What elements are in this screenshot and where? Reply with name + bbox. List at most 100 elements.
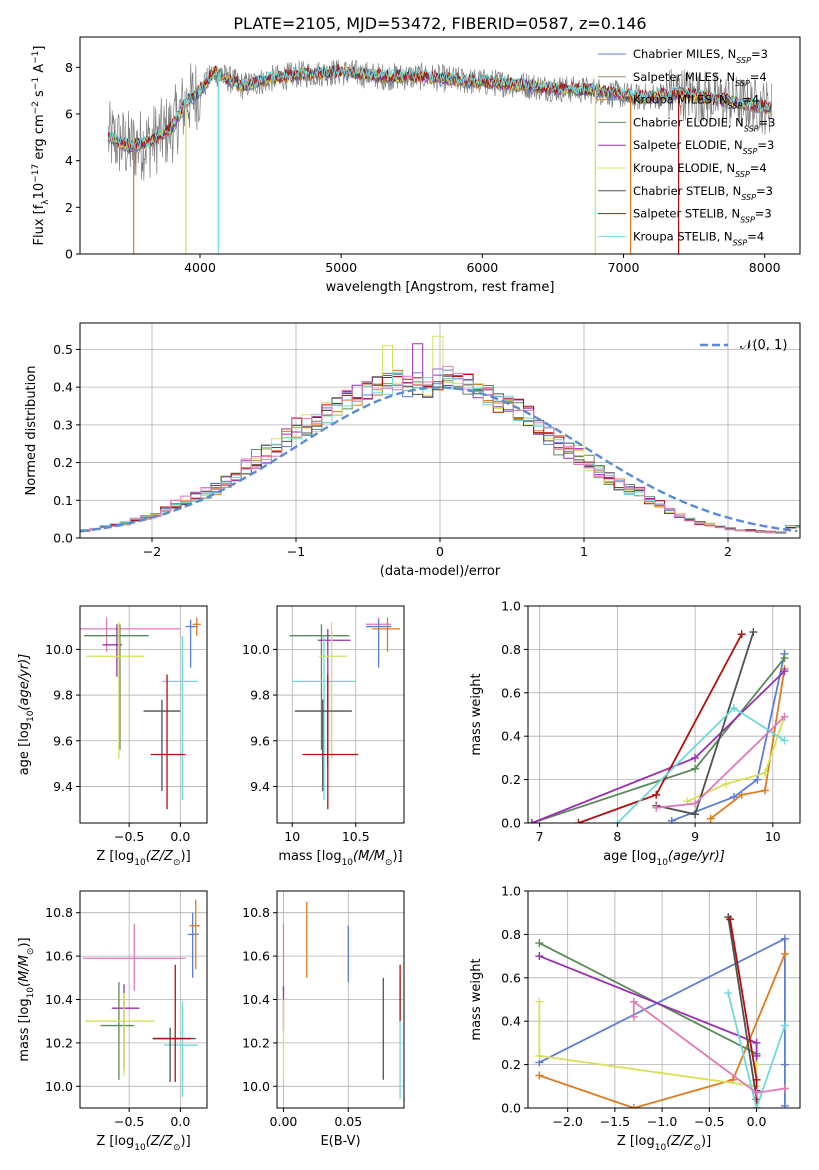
y-tick-label: 10.8 — [242, 905, 270, 920]
legend-sub: SSP — [744, 124, 759, 133]
y-tick-label: 0.3 — [53, 417, 73, 432]
residual-histogram — [80, 375, 800, 534]
x-axis-label-part: (Z/Z — [146, 1134, 174, 1149]
chart-weight-vs-z: −2.0 −1.5 −1.0 −0.5 0.0 0.0 0.2 0.4 0.6 0.8 1.0 Z [… — [469, 884, 801, 1153]
x-tick-label: 0.00 — [270, 1114, 298, 1129]
y-axis-label-part: ] — [32, 46, 47, 51]
x-axis-label-part: (M/M — [353, 849, 385, 864]
y-axis-label-part: −2 — [31, 101, 41, 114]
plot-area — [535, 913, 789, 1108]
plot-area — [282, 901, 401, 1100]
y-axis-label-part: λ — [41, 199, 51, 205]
chart-mass-vs-z: −0.5 0.010.010.210.410.610.8Z [log10(Z/Z⊙… — [17, 890, 208, 1153]
legend-label: Salpeter MILES, N — [633, 70, 735, 84]
y-tick-label: 0.1 — [53, 493, 73, 508]
x-axis-label-part: )] — [181, 849, 191, 864]
legend-tail: =3 — [756, 184, 773, 198]
y-tick-label: 10.4 — [242, 992, 270, 1007]
x-tick-label: 10 — [765, 829, 781, 844]
y-axis-label: Normed distribution — [24, 366, 39, 496]
y-tick-label: 10.0 — [242, 642, 270, 657]
y-tick-label: 0.2 — [501, 772, 521, 787]
y-axis-label: mass [log10(M/M⊙)] — [17, 937, 36, 1061]
y-axis-label-part: erg cm — [32, 114, 47, 163]
y-tick-label: 1.0 — [501, 884, 521, 899]
x-axis-label-part: 10 — [656, 858, 668, 868]
x-axis-label: age [log10(age/yr)] — [603, 849, 725, 868]
x-axis-label-part: Z [log — [617, 1134, 655, 1149]
y-tick-label: 9.8 — [53, 688, 73, 703]
x-tick-label: 0.0 — [747, 1114, 767, 1129]
y-tick-label: 0.0 — [53, 531, 73, 546]
x-tick-label: 1 — [580, 544, 588, 559]
y-axis-label-part: )] — [17, 937, 32, 947]
y-tick-label: 10.0 — [45, 642, 73, 657]
legend-entry: 𝒩(0, 1) — [740, 338, 787, 353]
legend-label: Salpeter STELIB, N — [633, 207, 740, 221]
x-tick-label: 5000 — [325, 260, 357, 275]
axes-frame — [527, 605, 801, 824]
legend-entry: Kroupa STELIB, NSSP=4 — [633, 229, 764, 247]
weight-series-line — [727, 992, 786, 1108]
x-tick-label: −2.0 — [552, 1114, 582, 1129]
legend-tail: =4 — [750, 70, 767, 84]
x-tick-label: 0.0 — [170, 1114, 190, 1129]
weight-series-line — [531, 657, 786, 823]
x-tick-label: 0.0 — [170, 829, 190, 844]
plot-area — [80, 617, 201, 810]
y-axis-label: mass weight — [469, 673, 484, 755]
y-tick-label: 0.0 — [501, 816, 521, 831]
y-axis-label-part: mass [log — [17, 998, 32, 1061]
y-tick-label: 0.8 — [501, 642, 521, 657]
x-axis-label: mass [log10(M/M⊙)] — [278, 849, 402, 868]
y-tick-label: 2 — [65, 200, 73, 215]
x-tick-label: −2 — [143, 544, 161, 559]
y-tick-label: 0.4 — [53, 380, 73, 395]
legend-sub: SSP — [741, 192, 756, 201]
x-tick-label: 0 — [436, 544, 444, 559]
y-axis-label-part: −17 — [31, 164, 41, 183]
x-axis-label: (data-model)/error — [380, 564, 501, 579]
y-tick-label: 10.0 — [45, 1079, 73, 1094]
y-tick-label: 0.8 — [501, 927, 521, 942]
weight-series-line — [671, 653, 786, 822]
residual-histogram — [80, 372, 800, 534]
legend-label: Salpeter ELODIE, N — [633, 138, 743, 152]
legend-label: Kroupa ELODIE, N — [633, 161, 735, 175]
x-axis-label-part: (Z/Z — [146, 849, 174, 864]
legend-entry: Chabrier ELODIE, NSSP=3 — [633, 115, 775, 132]
y-tick-label: 10.8 — [45, 905, 73, 920]
y-tick-label: 0.0 — [501, 1101, 521, 1116]
x-tick-label: 10.5 — [342, 829, 370, 844]
x-axis-label-part: 10 — [655, 1143, 667, 1153]
residual-histogram — [80, 374, 800, 533]
y-tick-label: 9.6 — [53, 733, 73, 748]
x-axis-label-part: )] — [701, 1134, 711, 1149]
y-tick-label: 6 — [65, 107, 73, 122]
x-tick-label: 8 — [613, 829, 621, 844]
x-axis-label-part: Z [log — [96, 1134, 134, 1149]
x-axis-label-part: ⊙ — [173, 1143, 181, 1153]
axes-frame — [79, 36, 801, 255]
y-axis-label-part: ⊙ — [26, 948, 36, 956]
weight-series-line — [539, 953, 786, 1108]
legend-entry: Chabrier MILES, NSSP=3 — [633, 47, 768, 65]
y-axis-label-part: (M/M — [17, 955, 32, 987]
legend-label: Kroupa STELIB, N — [633, 229, 733, 243]
y-tick-label: 0 — [65, 247, 73, 262]
y-axis-label-part: −1 — [31, 77, 41, 90]
y-tick-label: 10.2 — [242, 1035, 270, 1050]
x-axis-label-part: 10 — [134, 858, 146, 868]
y-axis-label-part: s — [32, 90, 47, 101]
y-axis-label-part: 10 — [26, 710, 36, 722]
plot-area — [107, 59, 773, 254]
legend-tail: =3 — [759, 115, 776, 129]
y-axis-label-part: age [log — [17, 722, 32, 775]
legend-tail: =3 — [757, 138, 774, 152]
y-axis-label-part: 10 — [26, 987, 36, 999]
legend-entry: Salpeter STELIB, NSSP=3 — [633, 207, 772, 225]
legend-label: Kroupa MILES, N — [633, 93, 728, 107]
gaussian-curve — [80, 386, 798, 533]
weight-series-line — [656, 631, 755, 816]
